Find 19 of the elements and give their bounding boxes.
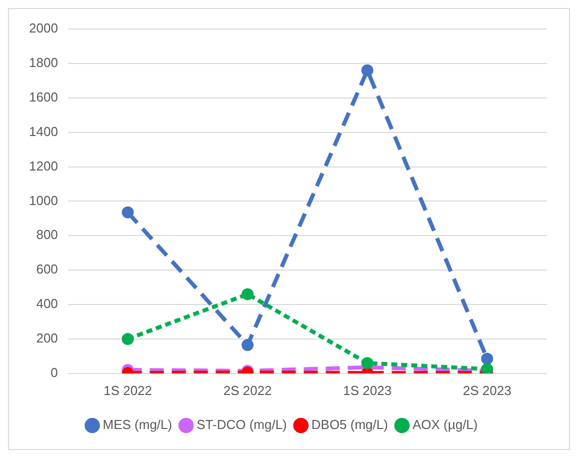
y-tick-label: 1000 (29, 192, 58, 208)
y-tick-label: 200 (36, 330, 58, 346)
x-tick-label: 1S 2023 (343, 382, 392, 398)
y-tick-label: 400 (36, 296, 58, 312)
legend-label: DBO5 (mg/L) (311, 417, 388, 432)
y-tick-label: 1200 (29, 158, 58, 174)
x-tick-label: 2S 2023 (462, 382, 512, 398)
y-tick-label: 1600 (29, 89, 58, 104)
legend-label: ST-DCO (mg/L) (196, 417, 287, 432)
y-tick-label: 1800 (29, 55, 58, 70)
x-tick-label: 1S 2022 (104, 382, 152, 398)
y-tick-label: 2000 (29, 20, 58, 36)
legend-label: MES (mg/L) (102, 417, 172, 432)
y-tick-label: 1400 (29, 124, 58, 139)
y-tick-label: 0 (50, 364, 58, 380)
y-tick-label: 800 (36, 227, 58, 242)
y-tick-label: 600 (36, 262, 58, 277)
legend-label: AOX (µg/L) (412, 417, 478, 432)
x-tick-label: 2S 2022 (223, 382, 272, 398)
